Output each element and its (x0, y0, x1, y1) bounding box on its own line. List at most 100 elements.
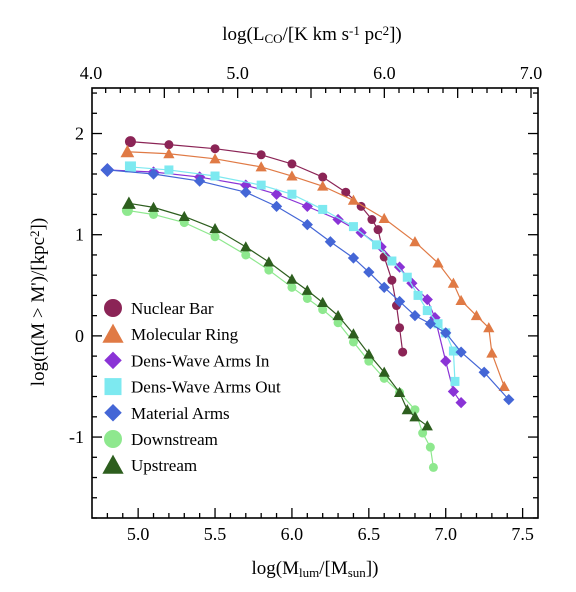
data-point (270, 188, 283, 200)
data-point (301, 218, 313, 231)
series-upstream (122, 196, 433, 431)
data-point (387, 275, 397, 285)
y-tick-label: 1 (75, 225, 84, 245)
data-point (124, 136, 136, 148)
data-point (364, 356, 374, 366)
legend: Nuclear Bar Molecular Ring Dens-Wave Arms … (102, 299, 281, 475)
data-point (422, 306, 432, 316)
legend-label: Upstream (131, 456, 197, 475)
data-point (483, 322, 495, 333)
data-point (301, 284, 313, 295)
data-point (348, 337, 358, 347)
data-point (470, 310, 483, 321)
data-point (100, 163, 115, 177)
data-point (498, 380, 510, 391)
series-dens-wave-arms-out (124, 161, 460, 386)
legend-item: Nuclear Bar (104, 299, 214, 318)
data-point (440, 327, 452, 339)
data-point (263, 256, 275, 267)
legend-label: Dens-Wave Arms In (131, 351, 270, 370)
data-point (372, 240, 382, 250)
data-point (240, 186, 252, 198)
data-point (409, 236, 421, 247)
data-point (432, 257, 444, 268)
legend-item: Upstream (102, 454, 197, 475)
data-point (478, 366, 490, 378)
series-line (130, 166, 456, 382)
x2-tick-label: 4.0 (80, 63, 103, 83)
legend-marker (102, 454, 124, 474)
data-point (147, 201, 160, 212)
data-point (367, 215, 377, 225)
data-point (341, 187, 351, 197)
data-point (413, 290, 423, 300)
data-point (332, 310, 344, 321)
series-line (107, 169, 462, 403)
data-point (425, 442, 435, 452)
data-point (120, 144, 135, 158)
data-point (503, 393, 515, 406)
data-point (387, 256, 397, 266)
axes-layer: 5.0 5.5 6.0 6.5 7.0 7.5 2 1 0 -1 4.0 5.0 6.0 7.0 log(M… (27, 23, 542, 580)
plot-frame (91, 87, 539, 519)
data-point (163, 148, 175, 159)
y-tick-label: 0 (75, 326, 84, 346)
data-point (124, 161, 136, 173)
data-point (409, 411, 421, 422)
data-point (255, 161, 267, 172)
legend-marker (104, 299, 122, 317)
data-point (286, 170, 298, 181)
legend-label: Downstream (131, 430, 218, 449)
data-point (402, 272, 412, 282)
data-point (347, 328, 360, 339)
x-axis-title: log(Mlum/[Msun]) (252, 558, 379, 580)
data-point (455, 397, 467, 409)
x2-axis-title: log(LCO/[K km s-1 pc2]) (222, 23, 401, 46)
data-point (318, 172, 328, 182)
data-point (450, 376, 460, 386)
data-point (318, 204, 328, 214)
data-point (486, 347, 498, 358)
x-tick-label: 5.5 (204, 524, 227, 544)
data-point (210, 144, 220, 154)
data-point (428, 462, 438, 472)
x-tick-label: 7.0 (434, 524, 457, 544)
legend-item: Dens-Wave Arms In (104, 351, 270, 370)
data-point (447, 385, 460, 398)
series-layer (100, 136, 515, 472)
legend-marker (104, 378, 122, 396)
series-molecular-ring (120, 144, 510, 391)
data-point (395, 323, 405, 333)
data-point (363, 348, 375, 359)
legend-marker (102, 323, 124, 343)
data-point (363, 266, 375, 278)
data-point (287, 189, 297, 199)
data-point (241, 250, 251, 260)
legend-item: Molecular Ring (102, 323, 239, 344)
data-point (440, 355, 452, 367)
x-tick-label: 6.0 (281, 524, 304, 544)
x-tick-label: 5.0 (127, 524, 150, 544)
data-point (287, 159, 297, 169)
series-material-arms (100, 163, 515, 406)
data-point (333, 318, 343, 328)
series-line (127, 151, 505, 387)
data-point (448, 346, 458, 356)
data-point (455, 346, 467, 358)
x2-tick-label: 5.0 (226, 63, 249, 83)
data-point (347, 252, 360, 264)
data-point (317, 180, 329, 191)
data-point (209, 223, 221, 234)
data-point (373, 225, 383, 235)
data-point (164, 165, 174, 175)
data-point (401, 404, 413, 415)
data-point (264, 265, 274, 275)
y-tick-label: -1 (69, 427, 84, 447)
data-point (302, 293, 312, 303)
data-point (178, 210, 190, 221)
data-point (393, 386, 406, 398)
legend-marker (104, 430, 122, 448)
data-point (210, 232, 220, 242)
legend-item: Material Arms (104, 404, 230, 423)
